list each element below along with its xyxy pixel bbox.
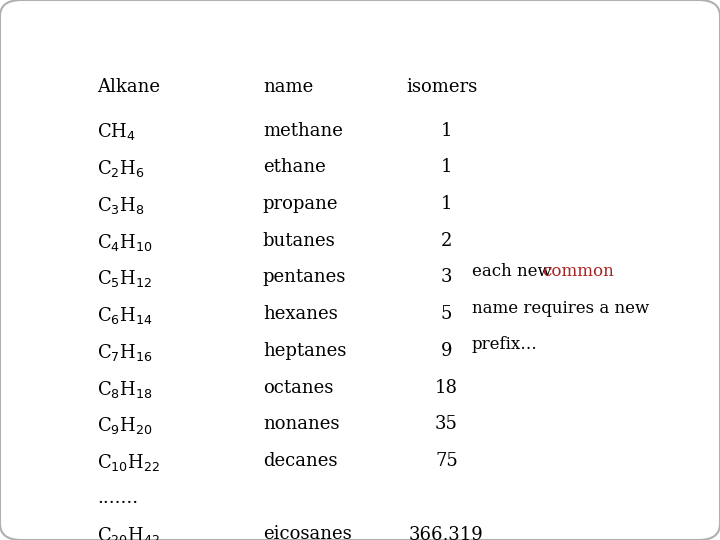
Text: 9: 9 xyxy=(441,342,452,360)
Text: C$_4$H$_{10}$: C$_4$H$_{10}$ xyxy=(97,232,153,253)
Text: 5: 5 xyxy=(441,305,452,323)
Text: butanes: butanes xyxy=(263,232,336,249)
Text: hexanes: hexanes xyxy=(263,305,338,323)
Text: nonanes: nonanes xyxy=(263,415,339,433)
Text: C$_6$H$_{14}$: C$_6$H$_{14}$ xyxy=(97,305,153,326)
Text: name requires a new: name requires a new xyxy=(472,300,649,316)
Text: C$_{20}$H$_{42}$: C$_{20}$H$_{42}$ xyxy=(97,525,161,540)
Text: methane: methane xyxy=(263,122,343,139)
Text: CH$_4$: CH$_4$ xyxy=(97,122,136,143)
Text: C$_{10}$H$_{22}$: C$_{10}$H$_{22}$ xyxy=(97,452,161,473)
Text: C$_9$H$_{20}$: C$_9$H$_{20}$ xyxy=(97,415,153,436)
Text: 75: 75 xyxy=(435,452,458,470)
Text: octanes: octanes xyxy=(263,379,333,396)
Text: 366,319: 366,319 xyxy=(409,525,484,540)
Text: 35: 35 xyxy=(435,415,458,433)
Text: common: common xyxy=(542,263,614,280)
Text: prefix…: prefix… xyxy=(472,336,537,353)
Text: pentanes: pentanes xyxy=(263,268,346,286)
Text: ethane: ethane xyxy=(263,158,325,176)
Text: name: name xyxy=(263,78,313,96)
Text: C$_7$H$_{16}$: C$_7$H$_{16}$ xyxy=(97,342,153,363)
Text: 1: 1 xyxy=(441,195,452,213)
Text: 18: 18 xyxy=(435,379,458,396)
Text: C$_5$H$_{12}$: C$_5$H$_{12}$ xyxy=(97,268,153,289)
Text: .......: ....... xyxy=(97,489,138,507)
Text: isomers: isomers xyxy=(407,78,478,96)
Text: Alkane: Alkane xyxy=(97,78,160,96)
Text: 3: 3 xyxy=(441,268,452,286)
Text: 2: 2 xyxy=(441,232,452,249)
Text: C$_3$H$_8$: C$_3$H$_8$ xyxy=(97,195,145,216)
Text: C$_8$H$_{18}$: C$_8$H$_{18}$ xyxy=(97,379,153,400)
Text: eicosanes: eicosanes xyxy=(263,525,351,540)
Text: each new: each new xyxy=(472,263,557,280)
Text: heptanes: heptanes xyxy=(263,342,346,360)
Text: 1: 1 xyxy=(441,122,452,139)
Text: 1: 1 xyxy=(441,158,452,176)
Text: propane: propane xyxy=(263,195,338,213)
Text: decanes: decanes xyxy=(263,452,337,470)
Text: C$_2$H$_6$: C$_2$H$_6$ xyxy=(97,158,145,179)
